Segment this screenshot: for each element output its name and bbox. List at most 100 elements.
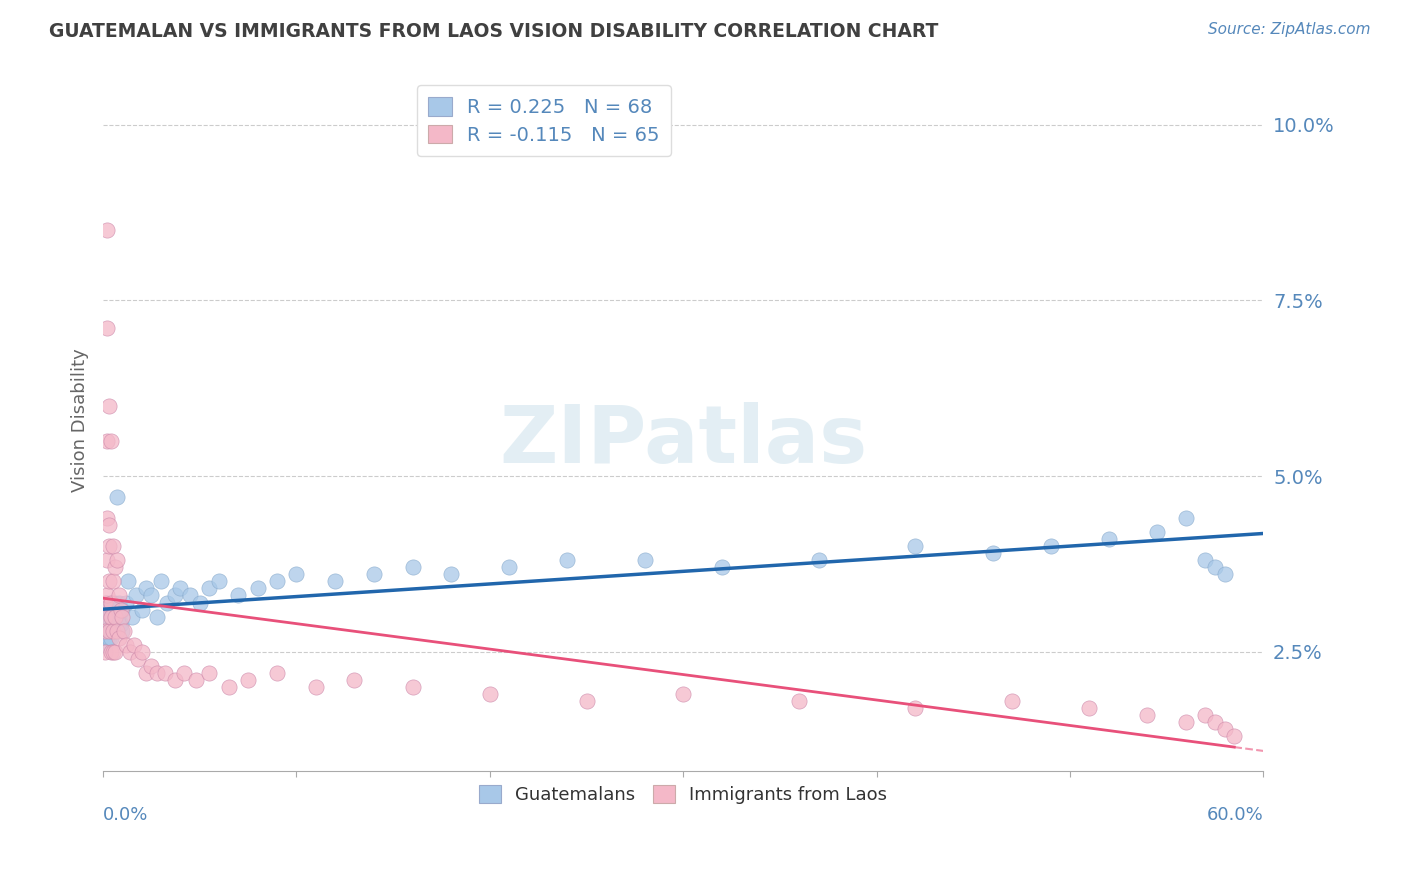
Point [266,665,288,680]
Point [246,582,269,596]
Point [96,602,118,616]
Point [96,631,118,645]
Point [401,560,423,574]
Point [96,595,118,609]
Point [1078,701,1101,715]
Point [107,631,129,645]
Point [163,673,186,687]
Point [100,595,122,609]
Text: ZIPatlas: ZIPatlas [499,402,868,480]
Point [96,616,118,631]
Point [111,609,134,624]
Point [120,645,142,659]
Point [169,582,191,596]
Point [105,490,128,504]
Point [981,546,1004,560]
Point [710,560,733,574]
Point [135,582,157,596]
Point [1039,539,1062,553]
Point [146,609,169,624]
Point [1204,714,1226,729]
Point [94,595,117,609]
Point [1194,553,1216,567]
Point [198,582,221,596]
Point [101,602,124,616]
Point [218,680,240,694]
Point [266,574,288,589]
Point [104,609,127,624]
Point [198,665,221,680]
Point [1213,567,1236,582]
Point [1001,694,1024,708]
Point [904,539,927,553]
Point [131,602,153,616]
Point [104,595,127,609]
Point [188,595,211,609]
Point [1174,511,1197,525]
Point [96,321,118,335]
Point [135,665,157,680]
Point [101,539,124,553]
Point [807,553,830,567]
Point [117,574,139,589]
Point [1097,533,1119,547]
Point [97,518,120,533]
Point [107,589,129,603]
Point [440,567,463,582]
Point [100,609,122,624]
Point [104,624,127,638]
Point [97,624,120,638]
Point [111,602,134,616]
Point [110,602,132,616]
Point [104,645,127,659]
Point [94,624,117,638]
Y-axis label: Vision Disability: Vision Disability [72,348,89,491]
Text: 60.0%: 60.0% [1206,806,1263,824]
Point [208,574,231,589]
Point [156,595,179,609]
Point [173,665,195,680]
Point [363,567,385,582]
Point [97,624,120,638]
Point [96,589,118,603]
Point [97,631,120,645]
Point [1174,714,1197,729]
Point [94,609,117,624]
Point [96,434,118,448]
Point [97,574,120,589]
Point [96,511,118,525]
Point [1204,560,1226,574]
Point [100,434,122,448]
Point [555,553,578,567]
Point [1194,707,1216,722]
Point [904,701,927,715]
Point [127,651,149,665]
Point [672,687,695,701]
Point [101,616,124,631]
Point [101,645,124,659]
Point [141,589,163,603]
Legend: Guatemalans, Immigrants from Laos: Guatemalans, Immigrants from Laos [472,778,894,812]
Point [101,624,124,638]
Point [146,665,169,680]
Point [101,624,124,638]
Point [94,609,117,624]
Point [97,399,120,413]
Point [97,609,120,624]
Point [285,567,308,582]
Point [94,645,117,659]
Point [101,574,124,589]
Point [125,589,148,603]
Point [104,609,127,624]
Point [163,589,186,603]
Point [323,574,346,589]
Point [110,616,132,631]
Point [153,665,176,680]
Point [104,560,127,574]
Point [115,595,138,609]
Point [305,680,328,694]
Text: Source: ZipAtlas.com: Source: ZipAtlas.com [1208,22,1371,37]
Point [100,645,122,659]
Point [105,602,128,616]
Point [107,595,129,609]
